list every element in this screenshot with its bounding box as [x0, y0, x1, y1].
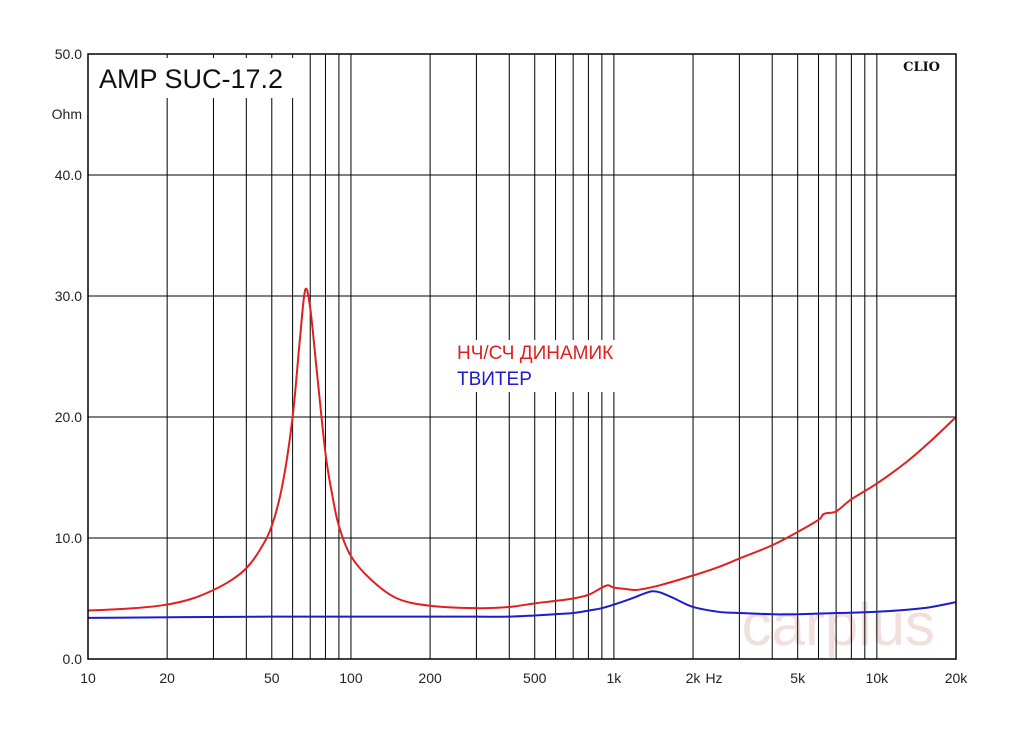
legend-series-1: НЧ/СЧ ДИНАМИК [457, 343, 613, 364]
x-unit-label: Hz [705, 670, 722, 686]
y-tick-label: 50.0 [55, 46, 82, 62]
legend-background [452, 340, 636, 392]
title-background [93, 58, 305, 98]
series-line-1 [87, 287, 957, 612]
x-tick-label: 100 [339, 670, 363, 686]
x-tick-label: 50 [264, 670, 280, 686]
chart-title: AMP SUC-17.2 [99, 64, 283, 94]
brand-label: CLIO [903, 60, 940, 75]
x-tick-label: 10k [866, 670, 890, 686]
x-tick-label: 5k [790, 670, 806, 686]
watermark-text: carplus [742, 591, 935, 658]
y-tick-label: 40.0 [55, 167, 82, 183]
y-tick-label: 30.0 [55, 288, 82, 304]
y-tick-label: 10.0 [55, 530, 82, 546]
x-tick-label: 20k [945, 670, 969, 686]
y-unit-label: Ohm [52, 106, 82, 122]
x-tick-label: 500 [523, 670, 547, 686]
x-tick-label: 1k [606, 670, 622, 686]
y-tick-label: 0.0 [63, 651, 83, 667]
plot-frame [87, 53, 957, 660]
brand-background [893, 58, 945, 76]
x-tick-label: 20 [159, 670, 175, 686]
curves [87, 287, 957, 619]
x-tick-label: 10 [80, 670, 96, 686]
x-tick-label: 2k [686, 670, 702, 686]
y-tick-label: 20.0 [55, 409, 82, 425]
series-line-2 [87, 590, 957, 619]
x-tick-label: 200 [418, 670, 442, 686]
legend-series-2: ТВИТЕР [457, 369, 532, 390]
tick-labels: 0.0 10.0 20.0 30.0 40.0 50.0 10 20 50 100 200 500 1k… [55, 46, 969, 686]
